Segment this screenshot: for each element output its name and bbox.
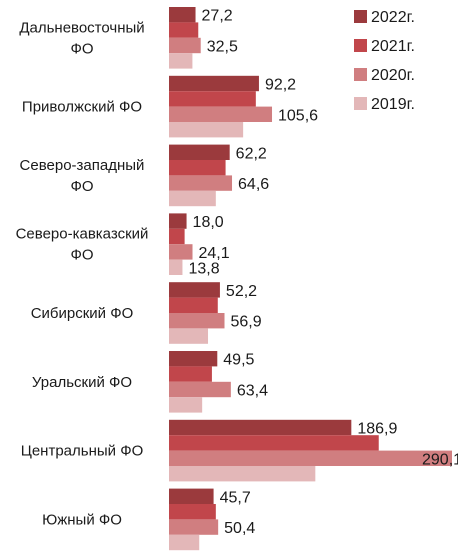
bar: [169, 244, 193, 260]
bar: [169, 53, 193, 69]
category-label: ФО: [70, 178, 93, 195]
data-label: 18,0: [193, 214, 224, 231]
legend: 2022г. 2021г. 2020г. 2019г.: [354, 9, 415, 113]
data-label: 63,4: [237, 383, 268, 400]
bar: [169, 435, 379, 451]
data-label: 64,6: [238, 176, 269, 193]
bar: [169, 534, 200, 551]
bar: [169, 419, 352, 436]
data-label: 290,1: [422, 451, 458, 468]
legend-swatch: [354, 68, 367, 81]
bar: [169, 381, 231, 398]
bar: [169, 175, 233, 191]
data-label: 49,5: [223, 352, 254, 369]
bar: [169, 351, 218, 367]
category-label: Южный ФО: [42, 511, 122, 528]
bar: [169, 7, 196, 23]
bar: [169, 488, 214, 504]
bar: [169, 297, 218, 313]
data-label: 24,1: [199, 245, 230, 262]
legend-swatch: [354, 97, 367, 110]
category-label: Центральный ФО: [21, 443, 144, 460]
legend-swatch: [354, 39, 367, 52]
category-label: Дальневосточный: [19, 19, 144, 36]
data-label: 105,6: [278, 107, 318, 124]
category-label: Сибирский ФО: [31, 305, 134, 322]
bar: [169, 282, 220, 298]
data-label: 62,2: [236, 145, 267, 162]
bar: [169, 504, 216, 520]
bar: [169, 228, 185, 245]
data-label: 56,9: [231, 314, 262, 331]
data-label: 52,2: [226, 283, 257, 300]
bar: [169, 450, 452, 466]
bar-group: [169, 419, 452, 482]
category-label: ФО: [70, 40, 93, 57]
bar: [169, 190, 216, 207]
bar: [169, 466, 316, 482]
bar: [169, 328, 209, 344]
bar-group: [169, 488, 219, 551]
bar-group: [169, 75, 273, 138]
legend-label: 2020г.: [371, 67, 415, 84]
legend-label: 2022г.: [371, 9, 415, 26]
bar: [169, 106, 273, 122]
bar: [169, 313, 225, 329]
data-label: 27,2: [202, 8, 233, 25]
category-label: ФО: [70, 247, 93, 264]
bar: [169, 160, 226, 176]
bar: [169, 519, 219, 535]
bar-group: [169, 351, 231, 413]
legend-label: 2021г.: [371, 38, 415, 55]
bar: [169, 91, 256, 107]
bar-group: [169, 144, 233, 207]
bar: [169, 397, 203, 413]
data-label: 50,4: [224, 520, 255, 537]
bar: [169, 37, 201, 54]
data-label: 32,5: [207, 39, 238, 56]
category-label: Северо-кавказский: [16, 226, 149, 243]
bar: [169, 366, 212, 382]
data-label: 45,7: [220, 489, 251, 506]
legend-swatch: [354, 10, 367, 23]
data-label: 186,9: [357, 421, 397, 438]
bar-group: [169, 282, 225, 344]
data-label: 92,2: [265, 77, 296, 94]
bar-group: [169, 213, 193, 275]
bar-group: [169, 7, 201, 69]
bar: [169, 213, 187, 229]
bar: [169, 144, 230, 160]
category-label: Уральский ФО: [32, 374, 132, 391]
category-label: Приволжский ФО: [22, 99, 142, 116]
bar: [169, 22, 199, 38]
bar: [169, 75, 259, 92]
data-label: 13,8: [188, 260, 219, 277]
category-label: Северо-западный: [20, 157, 145, 174]
bar: [169, 259, 183, 275]
bar: [169, 122, 244, 138]
legend-label: 2019г.: [371, 96, 415, 113]
